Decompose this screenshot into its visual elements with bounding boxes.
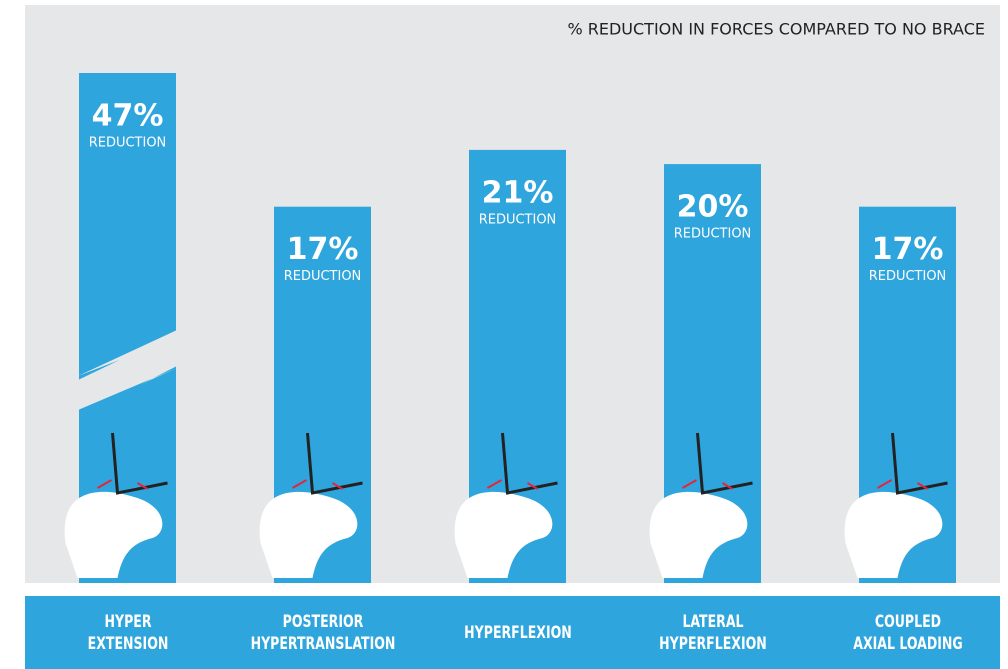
category-label: LATERAL HYPERFLEXION (622, 596, 802, 669)
value-note: REDUCTION (674, 227, 752, 242)
value-note: REDUCTION (89, 136, 167, 151)
category-label: HYPERFLEXION (427, 596, 607, 669)
chart: % REDUCTION IN FORCES COMPARED TO NO BRA… (0, 0, 1008, 669)
value-note: REDUCTION (479, 212, 557, 227)
value-note: REDUCTION (869, 269, 947, 284)
value-note: REDUCTION (284, 269, 362, 284)
category-label: COUPLED AXIAL LOADING (817, 596, 997, 669)
value-label: 47% (92, 99, 164, 134)
value-label: 20% (677, 190, 749, 225)
value-label: 21% (482, 175, 554, 210)
page: % REDUCTION IN FORCES COMPARED TO NO BRA… (0, 0, 1008, 669)
value-label: 17% (872, 232, 944, 267)
value-label: 17% (287, 232, 359, 267)
chart-title: % REDUCTION IN FORCES COMPARED TO NO BRA… (567, 20, 985, 39)
category-label: HYPER EXTENSION (37, 596, 217, 669)
infographic: % REDUCTION IN FORCES COMPARED TO NO BRA… (0, 0, 1008, 669)
category-label: POSTERIOR HYPERTRANSLATION (232, 596, 412, 669)
